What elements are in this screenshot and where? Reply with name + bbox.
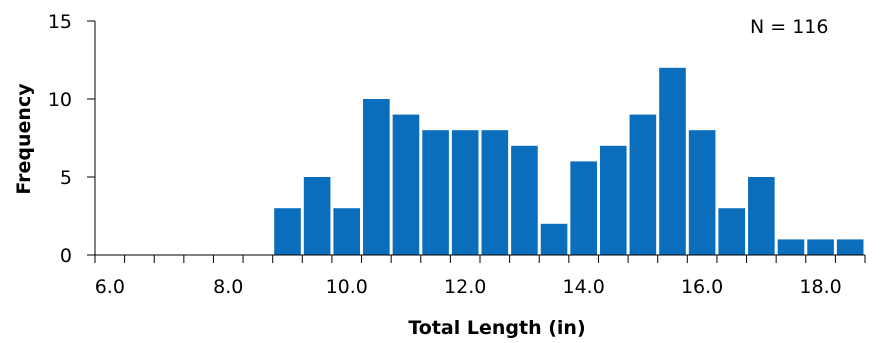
histogram-bar [718, 208, 746, 255]
y-tick-label: 0 [60, 245, 72, 267]
x-tick-labels: 6.0 8.0 10.0 12.0 14.0 16.0 18.0 [95, 276, 842, 298]
histogram-bar [540, 223, 568, 255]
histogram-bar [659, 67, 686, 255]
y-tick-labels: 0 5 10 15 [48, 11, 72, 267]
x-tick-label: 12.0 [444, 276, 486, 298]
y-tick-label: 15 [48, 11, 72, 33]
x-tick-label: 16.0 [681, 276, 723, 298]
histogram-bar [748, 177, 775, 255]
histogram-bar [481, 130, 509, 255]
histogram-bar [363, 99, 390, 255]
histogram-bar [303, 177, 331, 255]
x-tick-label: 14.0 [562, 276, 604, 298]
histogram-bar [807, 239, 834, 255]
y-tick-label: 10 [48, 89, 72, 111]
histogram-bar [274, 208, 301, 255]
histogram-bar [836, 239, 864, 255]
y-axis-title: Frequency [13, 83, 35, 195]
histogram-bar [688, 130, 716, 255]
x-tick-label: 8.0 [213, 276, 243, 298]
histogram-bar [511, 145, 538, 255]
histogram-bar [599, 145, 627, 255]
bars-group [274, 67, 864, 255]
histogram-bar [777, 239, 805, 255]
histogram-bar [570, 161, 597, 255]
histogram-bar [392, 114, 420, 255]
x-axis-title: Total Length (in) [408, 317, 585, 339]
histogram-bar [629, 114, 657, 255]
x-tick-label: 10.0 [326, 276, 368, 298]
x-tick-label: 6.0 [95, 276, 125, 298]
sample-size-annotation: N = 116 [750, 16, 828, 38]
axes-group [87, 20, 866, 263]
histogram-bar [451, 130, 479, 255]
histogram-bar [422, 130, 449, 255]
histogram-bar [333, 208, 361, 255]
x-tick-label: 18.0 [799, 276, 841, 298]
y-tick-label: 5 [60, 167, 72, 189]
